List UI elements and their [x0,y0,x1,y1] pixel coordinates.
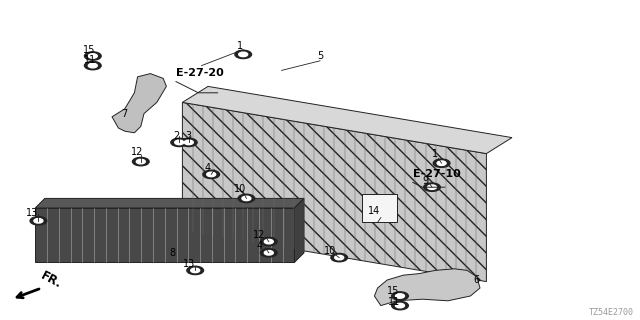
Text: 15: 15 [387,286,400,296]
Circle shape [34,219,43,223]
Circle shape [171,138,188,147]
Circle shape [175,140,184,145]
Circle shape [207,172,216,177]
Text: 13: 13 [182,259,195,269]
Polygon shape [112,74,166,133]
Circle shape [184,140,193,145]
Circle shape [132,157,149,166]
Circle shape [180,138,197,147]
Circle shape [88,54,97,58]
Text: 8: 8 [170,248,176,258]
Text: 3: 3 [186,131,192,141]
Circle shape [424,183,440,191]
Text: 6: 6 [474,275,480,285]
Circle shape [260,249,277,257]
Circle shape [187,266,204,275]
Polygon shape [294,198,304,262]
Text: 2: 2 [173,131,179,141]
Text: 15: 15 [83,44,96,55]
Circle shape [88,63,97,68]
Text: 7: 7 [122,108,128,119]
Text: 12: 12 [253,230,266,240]
Circle shape [136,159,145,164]
Circle shape [191,268,200,273]
Circle shape [433,159,450,167]
Text: FR.: FR. [38,269,64,291]
Polygon shape [35,208,294,262]
Polygon shape [374,269,480,306]
Text: 10: 10 [234,184,246,194]
Text: 5: 5 [317,51,323,61]
Text: 14: 14 [368,206,381,216]
Circle shape [242,196,251,201]
Circle shape [392,301,408,310]
Circle shape [264,251,273,255]
Circle shape [264,239,273,244]
Text: 4: 4 [256,241,262,252]
Circle shape [260,237,277,246]
Circle shape [396,303,404,308]
Circle shape [30,217,47,225]
Circle shape [396,294,404,298]
Text: 11: 11 [387,297,400,308]
Circle shape [239,52,248,57]
Polygon shape [182,102,486,282]
Text: 11: 11 [83,55,96,65]
Circle shape [428,185,436,189]
Circle shape [335,255,344,260]
Text: 13: 13 [26,208,38,218]
Circle shape [84,61,101,70]
Text: E-27-20: E-27-20 [176,68,224,78]
Text: 12: 12 [131,147,144,157]
Text: TZ54E2700: TZ54E2700 [589,308,634,317]
FancyBboxPatch shape [362,194,397,222]
Circle shape [331,253,348,262]
Text: 10: 10 [323,246,336,256]
Text: E-27-10: E-27-10 [413,169,461,179]
Circle shape [392,292,408,300]
Text: 4: 4 [205,163,211,173]
Circle shape [437,161,446,165]
Text: 1: 1 [237,41,243,52]
Text: 1: 1 [432,148,438,159]
Polygon shape [182,86,512,154]
Polygon shape [35,198,304,208]
Circle shape [238,194,255,203]
Circle shape [84,52,101,60]
Circle shape [235,50,252,59]
Circle shape [203,170,220,179]
Text: 9: 9 [422,176,429,186]
